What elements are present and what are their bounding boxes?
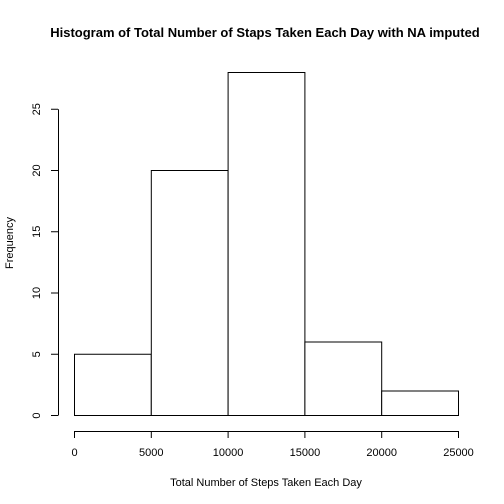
y-tick-label: 0 [31,412,43,418]
x-tick-label: 10000 [213,447,244,459]
histogram-bar [227,72,306,416]
y-tick-label: 15 [31,226,43,238]
y-tick-label: 20 [31,164,43,176]
histogram-bar [304,341,383,416]
x-tick-label: 5000 [139,447,163,459]
histogram-bar [150,170,229,416]
bars-group [74,72,460,416]
x-axis-label: Total Number of Steps Taken Each Day [170,477,362,489]
x-tick-label: 15000 [290,447,321,459]
y-tick-label: 5 [31,351,43,357]
y-axis-label: Frequency [4,217,16,269]
x-axis: 0 5000 10000 15000 20000 25000 [71,431,474,459]
chart-title: Histogram of Total Number of Staps Taken… [50,25,480,40]
histogram-bar [74,353,152,416]
x-tick-label: 20000 [366,447,397,459]
histogram-bar [381,390,460,416]
y-tick-label: 25 [31,103,43,115]
y-axis: 0 5 10 15 20 25 [31,103,59,419]
x-tick-label: 0 [71,447,77,459]
y-tick-label: 10 [31,287,43,299]
x-tick-label: 25000 [443,447,474,459]
